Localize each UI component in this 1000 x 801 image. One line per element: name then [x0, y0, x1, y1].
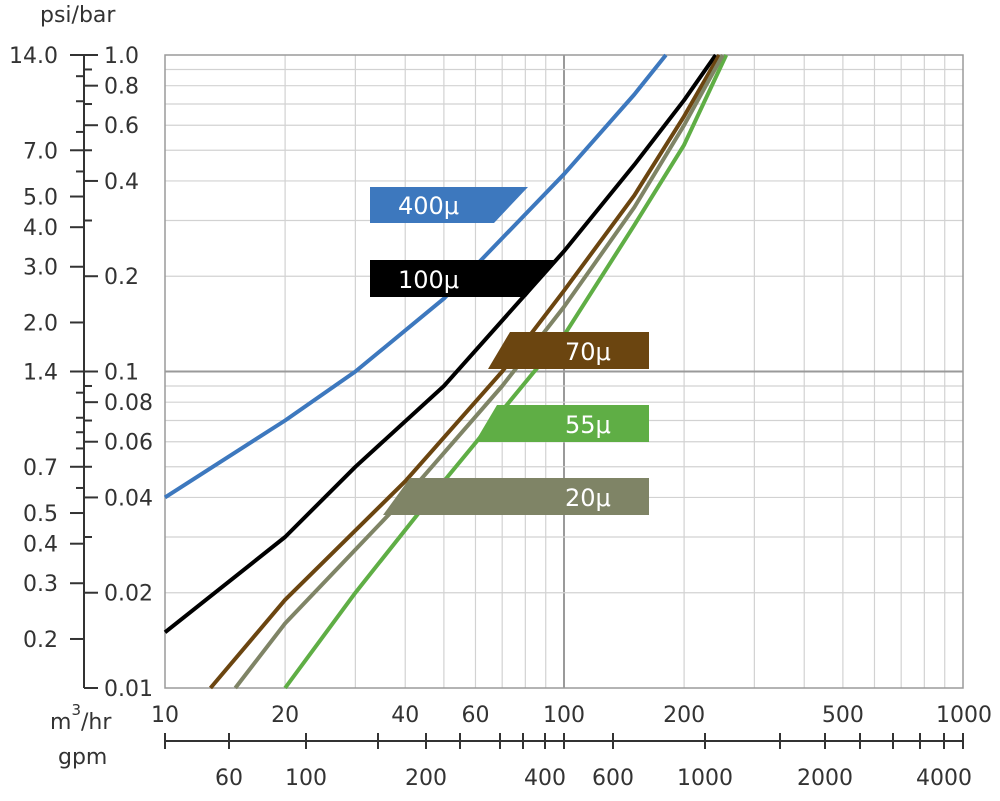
legend-label-2: 70μ [565, 338, 611, 366]
series-line-1 [163, 53, 718, 634]
psi-tick-label: 2.0 [23, 311, 58, 336]
psi-tick-label: 1.4 [23, 361, 58, 386]
bar-tick-label: 1.0 [104, 44, 139, 69]
x-tick-label: 100 [543, 703, 585, 728]
x-tick-label: 500 [822, 703, 864, 728]
gpm-tick-label: 600 [592, 766, 634, 791]
grid [164, 54, 964, 689]
gpm-tick-label: 4000 [916, 766, 972, 791]
x-unit-label: m3/hr [50, 701, 112, 735]
x-tick-label: 40 [391, 703, 419, 728]
psi-tick-label: 0.7 [23, 456, 58, 481]
legend-swatch-0 [370, 187, 528, 223]
bar-tick-label: 0.6 [104, 114, 139, 139]
series-line-0 [163, 53, 668, 500]
y-unit-label: psi/bar [40, 3, 116, 28]
gpm-tick-label: 400 [524, 766, 566, 791]
gpm-tick-label: 100 [285, 766, 327, 791]
legend-label-0: 400μ [398, 192, 459, 220]
legend: 400μ 100μ 70μ 55μ 20μ [370, 187, 649, 515]
axes: 10 20 40 60 100 200 500 1000 60 100 200 400 600 1000 2… [9, 44, 992, 791]
bar-tick-label: 0.01 [104, 677, 153, 702]
legend-label-4: 20μ [565, 484, 611, 512]
psi-tick-label: 7.0 [23, 139, 58, 164]
axis-labels: psi/bar m3/hr gpm [40, 3, 116, 770]
psi-tick-label: 3.0 [23, 256, 58, 281]
bar-tick-label: 0.1 [104, 361, 139, 386]
x2-unit-label: gpm [58, 745, 107, 770]
legend-swatch-3 [475, 405, 649, 442]
bar-tick-label: 0.04 [104, 486, 153, 511]
legend-label-3: 55μ [565, 411, 611, 439]
psi-tick-label: 14.0 [9, 44, 58, 69]
gpm-tick-label: 2000 [797, 766, 853, 791]
x-tick-label: 200 [663, 703, 705, 728]
plot-frame [164, 54, 964, 689]
psi-tick-label: 5.0 [23, 186, 58, 211]
legend-swatch-2 [488, 332, 649, 369]
gpm-tick-label: 1000 [677, 766, 733, 791]
bar-tick-label: 0.2 [104, 265, 139, 290]
gpm-tick-label: 200 [405, 766, 447, 791]
bar-tick-label: 0.08 [104, 391, 153, 416]
psi-tick-label: 0.4 [23, 533, 58, 558]
psi-tick-label: 0.5 [23, 502, 58, 527]
psi-tick-label: 0.3 [23, 572, 58, 597]
gpm-tick-label: 60 [215, 766, 243, 791]
bar-tick-label: 0.8 [104, 75, 139, 100]
x-tick-label: 10 [151, 703, 179, 728]
legend-swatch-4 [383, 478, 649, 515]
x-tick-label: 1000 [936, 703, 992, 728]
legend-swatch-1 [370, 260, 556, 297]
legend-label-1: 100μ [398, 266, 459, 294]
bar-tick-label: 0.06 [104, 431, 153, 456]
bar-tick-label: 0.4 [104, 170, 139, 195]
series-line-2 [208, 54, 722, 690]
bar-tick-label: 0.02 [104, 582, 153, 607]
x-tick-label: 60 [461, 703, 489, 728]
psi-tick-label: 0.2 [23, 628, 58, 653]
x-tick-label: 20 [271, 703, 299, 728]
psi-tick-label: 4.0 [23, 216, 58, 241]
